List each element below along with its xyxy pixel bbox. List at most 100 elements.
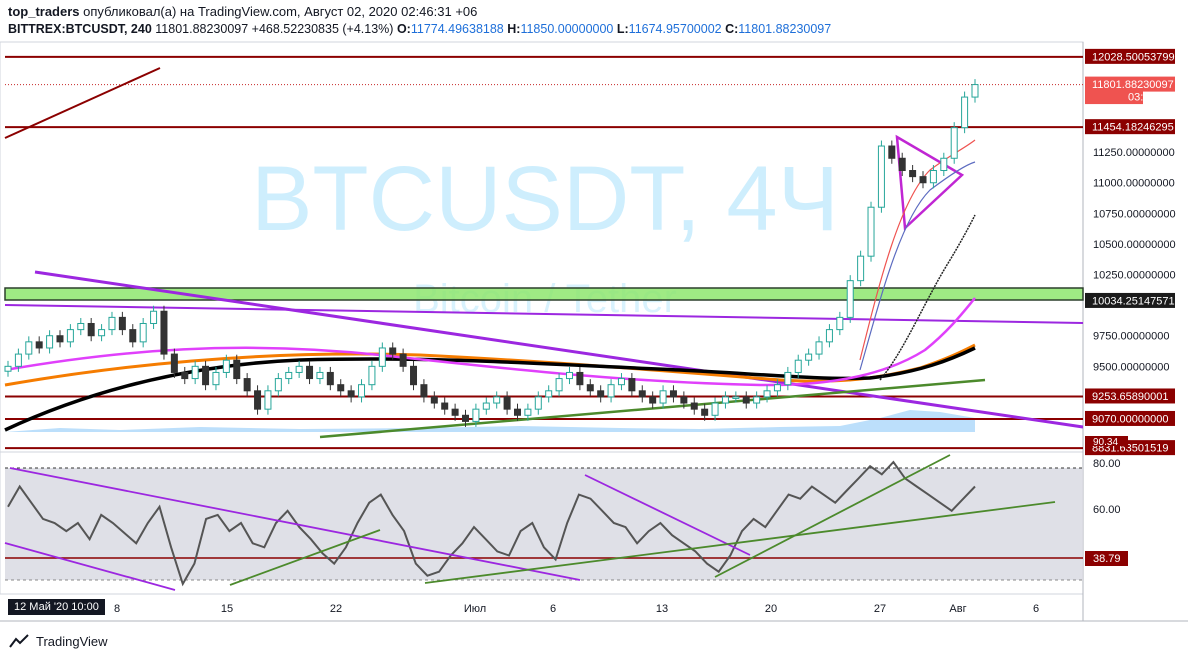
- candle-body: [513, 408, 521, 416]
- rsi-green-trend-3[interactable]: [714, 454, 951, 578]
- candle-body: [794, 359, 802, 373]
- candle-body: [493, 396, 501, 404]
- candle-body: [108, 316, 116, 331]
- rsi-tick-80: 80.00: [1093, 458, 1121, 470]
- candle-body: [784, 371, 792, 386]
- purple-horizontal-trend[interactable]: [4, 304, 1084, 324]
- candle-body: [202, 365, 210, 386]
- price-tag-label-2: 03:13:31: [1128, 92, 1171, 104]
- brand-name[interactable]: TradingView: [36, 633, 108, 649]
- rsi-purple-trend-3[interactable]: [584, 474, 751, 556]
- candle-body: [139, 322, 147, 343]
- candle-body: [597, 390, 605, 398]
- candle-body: [617, 378, 625, 386]
- candle-body: [118, 316, 126, 331]
- candle-body: [274, 378, 282, 392]
- candle-body: [430, 396, 438, 404]
- time-axis[interactable]: 8 15 22 Июл 6 13 20 27 Авг 6: [114, 603, 1039, 615]
- candle-body: [66, 329, 74, 343]
- time-tick-5: 13: [656, 603, 668, 615]
- last-price: 11801.88230097: [155, 22, 249, 36]
- candle-body: [441, 402, 449, 410]
- candle-body: [306, 365, 314, 380]
- candle-body: [607, 384, 615, 398]
- candle-body: [77, 322, 85, 331]
- candle-body: [565, 371, 573, 380]
- candle-body: [295, 365, 303, 373]
- time-tick-4: 6: [550, 603, 556, 615]
- support-zone[interactable]: [4, 287, 1084, 301]
- rsi-purple-trend-1[interactable]: [9, 467, 581, 581]
- candle-body: [961, 96, 969, 129]
- candle-body: [721, 396, 729, 404]
- l-value: 11674.95700002: [628, 22, 722, 36]
- price-tick-5: 9750.00000000: [1093, 331, 1169, 343]
- ma-magenta: [4, 297, 976, 387]
- time-tick-7: 27: [874, 603, 886, 615]
- candle-body: [129, 329, 137, 343]
- triangle-pattern[interactable]: [895, 134, 965, 231]
- candle-body: [285, 371, 293, 380]
- time-tick-3: Июл: [464, 603, 486, 615]
- candle-body: [524, 408, 532, 416]
- rsi-tick-60: 60.00: [1093, 504, 1121, 516]
- price-tick-0: 11250.00000000: [1093, 147, 1175, 159]
- candle-body: [690, 402, 698, 410]
- upper-trendline[interactable]: [4, 67, 161, 139]
- change-value: +468.52230835 (+4.13%): [251, 22, 394, 36]
- rsi-green-trend-1[interactable]: [229, 529, 381, 586]
- price-tag-label-3: 11454.18246295: [1092, 122, 1174, 134]
- time-tick-2: 22: [330, 603, 342, 615]
- rsi-band: [5, 468, 1083, 580]
- candle-body: [919, 176, 927, 184]
- candle-body: [534, 396, 542, 410]
- ma-red: [859, 139, 976, 361]
- price-tag-3: [1085, 119, 1175, 135]
- candle-body: [888, 145, 896, 159]
- cursor-date: 12 Май '20 10:00: [8, 599, 105, 615]
- candle-body: [358, 384, 366, 398]
- time-tick-1: 15: [221, 603, 233, 615]
- candle-body: [940, 157, 948, 172]
- candle-body: [451, 408, 459, 416]
- candle-body: [836, 316, 844, 331]
- candle-body: [410, 365, 418, 386]
- o-value: 11774.49638188: [410, 22, 504, 36]
- price-tag-label-1: 11801.88230097: [1092, 79, 1174, 91]
- price-tick-2: 10750.00000000: [1093, 208, 1176, 220]
- candle-body: [773, 384, 781, 392]
- candles[interactable]: [4, 79, 979, 427]
- candle-body: [867, 206, 875, 257]
- publish-line: top_traders опубликовал(а) на TradingVie…: [8, 4, 477, 19]
- price-tag-label-5: 9253.65890001: [1092, 391, 1168, 403]
- candle-body: [857, 255, 865, 282]
- rsi-purple-trend-2[interactable]: [4, 542, 176, 591]
- candle-body: [25, 341, 33, 355]
- price-tag-6: [1085, 410, 1175, 426]
- candle-body: [576, 371, 584, 386]
- candle-body: [326, 371, 334, 386]
- candle-body: [98, 329, 106, 337]
- time-tick-8: Авг: [949, 603, 966, 615]
- candle-body: [825, 329, 833, 343]
- candle-body: [264, 390, 272, 410]
- candle-body: [669, 390, 677, 398]
- candle-body: [898, 157, 906, 172]
- candle-body: [555, 378, 563, 392]
- price-tag-label-4: 10034.25147571: [1092, 295, 1175, 307]
- candle-body: [170, 353, 178, 373]
- candle-body: [482, 402, 490, 410]
- candle-body: [368, 365, 376, 386]
- candle-body: [711, 402, 719, 416]
- purple-downtrend[interactable]: [34, 270, 1084, 429]
- price-tag-2: [1085, 89, 1143, 105]
- price-tag-0: [1085, 48, 1175, 64]
- candle-body: [337, 384, 345, 392]
- author[interactable]: top_traders: [8, 4, 80, 19]
- time-tick-6: 20: [765, 603, 777, 615]
- candle-body: [877, 145, 885, 208]
- rsi-green-trend-2[interactable]: [424, 501, 1056, 584]
- rsi-upper-tag: [1085, 436, 1128, 446]
